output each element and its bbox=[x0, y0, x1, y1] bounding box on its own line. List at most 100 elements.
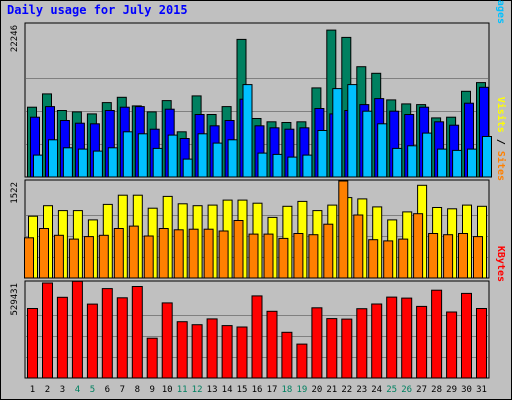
x-tick-label: 18 bbox=[281, 385, 292, 395]
legend-item: KBytes bbox=[495, 246, 506, 282]
x-tick-label: 28 bbox=[431, 385, 442, 395]
middle-bar bbox=[24, 237, 34, 279]
bottom-bar bbox=[401, 297, 413, 379]
bottom-bar bbox=[431, 289, 443, 379]
bottom-legend-label: KBytes bbox=[495, 246, 506, 282]
bottom-bar bbox=[131, 286, 143, 379]
bottom-bar bbox=[56, 296, 68, 379]
legend-item: Pages bbox=[495, 0, 506, 24]
x-tick-label: 8 bbox=[135, 385, 140, 395]
middle-bar bbox=[398, 238, 409, 279]
top-bar bbox=[77, 148, 88, 178]
chart-title: Daily usage for July 2015 bbox=[7, 3, 188, 17]
bottom-bar bbox=[446, 311, 458, 379]
top-bar bbox=[422, 132, 433, 178]
top-bar bbox=[452, 149, 463, 178]
top-bar bbox=[182, 158, 193, 178]
middle-bar bbox=[68, 238, 79, 279]
middle-bar bbox=[353, 214, 364, 279]
x-tick-label: 2 bbox=[45, 385, 50, 395]
top-bar bbox=[33, 154, 43, 178]
x-tick-label: 19 bbox=[296, 385, 307, 395]
top-bar bbox=[392, 147, 403, 178]
x-tick-label: 6 bbox=[105, 385, 110, 395]
bottom-bar bbox=[206, 318, 218, 379]
middle-bar bbox=[98, 234, 109, 279]
middle-bar bbox=[248, 233, 259, 279]
x-tick-label: 10 bbox=[162, 385, 173, 395]
top-bar bbox=[227, 139, 238, 178]
top-legend-label: Hits / Files / Pages bbox=[495, 0, 507, 24]
x-tick-label: 5 bbox=[90, 385, 95, 395]
top-bar bbox=[152, 147, 163, 178]
bottom-bar bbox=[27, 308, 38, 379]
middle-bar bbox=[263, 233, 274, 279]
middle-bar bbox=[428, 233, 439, 279]
bottom-bar bbox=[281, 331, 293, 379]
top-bar bbox=[122, 131, 133, 178]
top-bar bbox=[107, 147, 118, 178]
bottom-bar bbox=[371, 303, 383, 379]
x-tick-label: 23 bbox=[356, 385, 367, 395]
x-tick-label: 7 bbox=[120, 385, 125, 395]
x-tick-label: 14 bbox=[222, 385, 233, 395]
middle-bar bbox=[203, 228, 214, 279]
x-tick-label: 31 bbox=[476, 385, 487, 395]
middle-bar bbox=[173, 229, 184, 279]
bottom-bar bbox=[266, 310, 278, 379]
bottom-bar bbox=[161, 302, 173, 379]
middle-bar bbox=[39, 228, 49, 279]
middle-bar bbox=[188, 228, 199, 279]
middle-bar bbox=[323, 223, 334, 279]
legend-item: / bbox=[495, 133, 506, 151]
x-tick-label: 13 bbox=[207, 385, 218, 395]
middle-bar bbox=[278, 237, 289, 279]
x-tick-label: 30 bbox=[461, 385, 472, 395]
middle-bar bbox=[443, 234, 454, 279]
top-bar bbox=[317, 130, 328, 178]
bottom-bar bbox=[311, 307, 323, 379]
bottom-bar bbox=[176, 321, 188, 379]
x-tick-label: 17 bbox=[267, 385, 278, 395]
top-bar bbox=[332, 88, 343, 178]
middle-bar bbox=[308, 234, 319, 279]
middle-bar bbox=[458, 233, 468, 279]
bottom-bar bbox=[221, 325, 233, 379]
top-bar bbox=[48, 139, 58, 178]
middle-bar bbox=[338, 180, 349, 279]
middle-bar bbox=[143, 235, 154, 279]
x-tick-label: 21 bbox=[326, 385, 337, 395]
top-bar bbox=[212, 142, 223, 178]
x-tick-label: 12 bbox=[192, 385, 203, 395]
top-bar bbox=[377, 123, 388, 178]
top-bar bbox=[62, 147, 73, 178]
x-tick-label: 27 bbox=[416, 385, 427, 395]
top-bar bbox=[92, 150, 103, 178]
middle-bar bbox=[218, 230, 229, 279]
x-tick-label: 29 bbox=[446, 385, 457, 395]
bottom-bar bbox=[71, 280, 83, 379]
top-bar bbox=[407, 145, 418, 178]
bottom-bar bbox=[251, 295, 263, 379]
middle-bar bbox=[158, 228, 169, 279]
x-tick-label: 4 bbox=[75, 385, 80, 395]
top-bar bbox=[362, 110, 373, 178]
x-tick-label: 22 bbox=[341, 385, 352, 395]
bottom-y-max-label: 529431 bbox=[10, 283, 20, 316]
top-bar bbox=[272, 153, 283, 178]
top-bar bbox=[437, 148, 448, 178]
bottom-bar bbox=[236, 326, 248, 379]
middle-legend-label: Visits / Sites bbox=[495, 97, 507, 181]
bottom-bar bbox=[386, 296, 398, 379]
bottom-bar bbox=[476, 308, 487, 379]
middle-bar bbox=[293, 233, 304, 279]
bottom-bar bbox=[296, 343, 308, 379]
legend-item: Visits bbox=[495, 97, 507, 133]
x-tick-label: 24 bbox=[371, 385, 382, 395]
x-tick-label: 15 bbox=[237, 385, 248, 395]
middle-bar bbox=[233, 220, 244, 279]
x-tick-label: 26 bbox=[401, 385, 412, 395]
x-tick-label: 20 bbox=[311, 385, 322, 395]
bottom-bar bbox=[416, 305, 428, 379]
middle-bar bbox=[473, 236, 483, 279]
